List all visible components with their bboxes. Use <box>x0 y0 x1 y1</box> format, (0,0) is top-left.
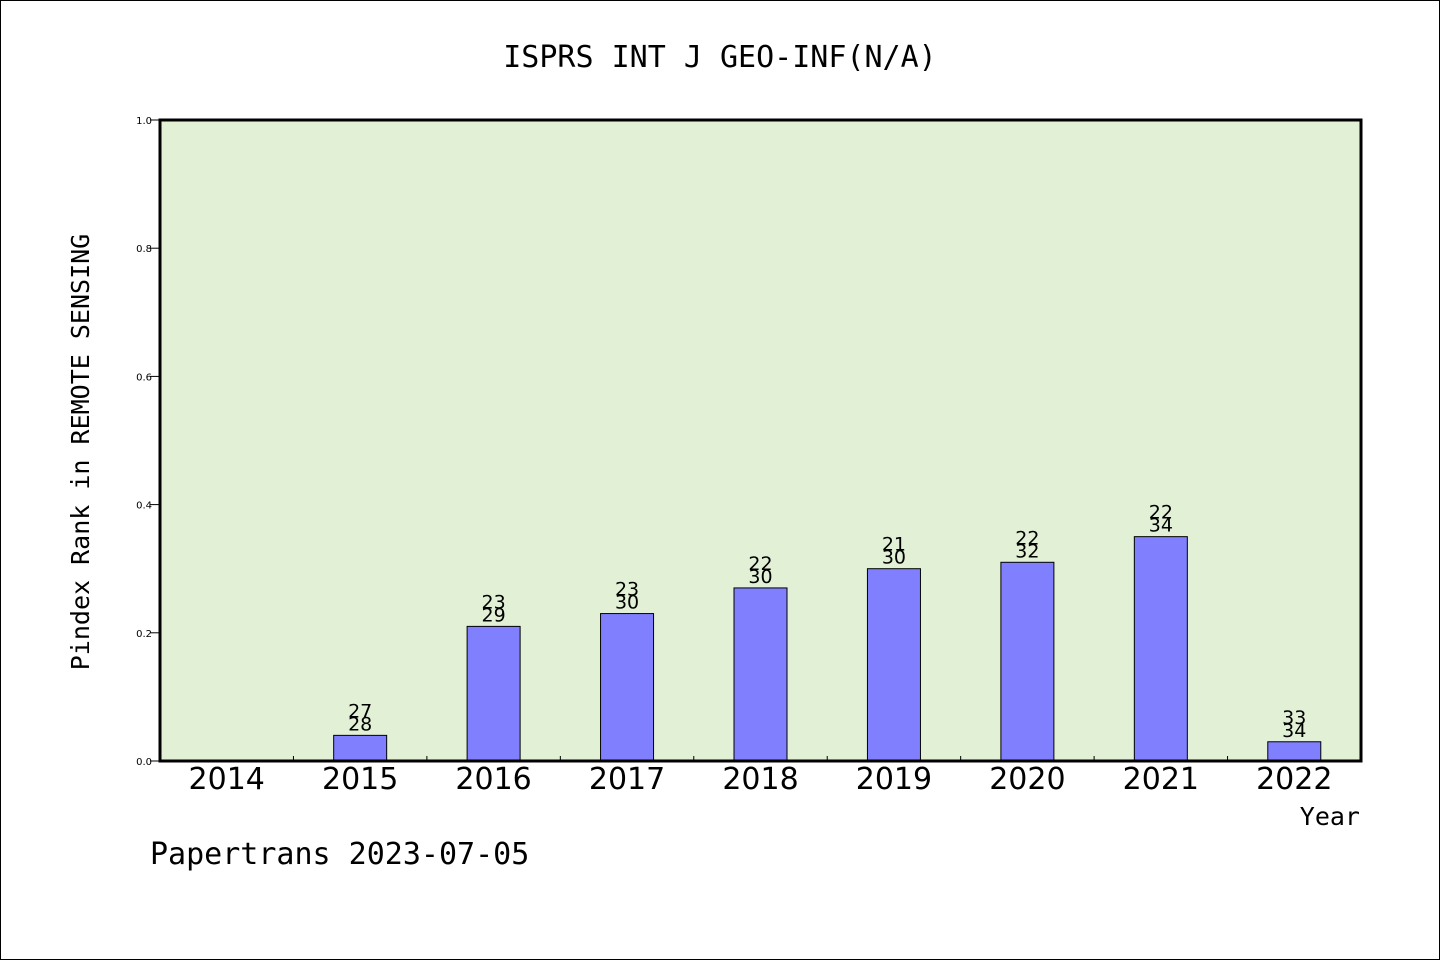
plot-frame <box>158 118 1363 763</box>
y-tick-label: 0.4 <box>136 501 152 512</box>
bar-label-top: 23 <box>615 579 639 601</box>
y-axis-ticks: 0.0 0.2 0.4 0.6 0.8 1.0 <box>136 116 160 768</box>
bar-label-bottom: 32 <box>1015 540 1039 562</box>
x-tick-label: 2020 <box>989 762 1065 797</box>
bar-label-bottom: 34 <box>1282 720 1306 742</box>
x-axis-label: Year <box>1300 802 1360 831</box>
bar-label-top: 22 <box>748 553 772 575</box>
bar-label-bottom: 28 <box>348 713 372 735</box>
bar-2022 <box>1267 741 1322 762</box>
bar-label-top: 22 <box>1015 527 1039 549</box>
bar-2021 <box>1133 536 1188 762</box>
x-axis-ticks: 2014 2015 2016 2017 2018 2019 2020 2021 2022 <box>189 756 1332 797</box>
bar-label-top: 27 <box>348 700 372 722</box>
x-tick-label: 2016 <box>455 762 531 797</box>
x-tick-label: 2019 <box>856 762 932 797</box>
bar-label-bottom: 29 <box>482 604 506 626</box>
x-tick-label: 2014 <box>189 762 265 797</box>
bar-label-top: 21 <box>882 534 906 556</box>
y-tick-label: 0.8 <box>136 244 152 255</box>
x-tick-label: 2022 <box>1256 762 1332 797</box>
y-tick-label: 0.0 <box>136 757 152 768</box>
bar-label-bottom: 30 <box>748 566 772 588</box>
bar-2018 <box>733 587 788 762</box>
bar-2015 <box>333 734 388 762</box>
y-axis-label: Pindex Rank in REMOTE SENSING <box>66 234 95 671</box>
chart-title: ISPRS INT J GEO-INF(N/A) <box>503 40 936 75</box>
y-tick-label: 0.2 <box>136 629 152 640</box>
y-tick-label: 1.0 <box>136 116 152 127</box>
bar-2016 <box>466 625 521 762</box>
bar-2020 <box>1000 561 1055 762</box>
bar-series <box>333 536 1322 762</box>
bar-2019 <box>866 568 921 762</box>
x-tick-label: 2015 <box>322 762 398 797</box>
bar-2017 <box>600 613 655 762</box>
bar-label-top: 22 <box>1149 502 1173 524</box>
bar-label-bottom: 30 <box>882 547 906 569</box>
y-tick-label: 0.6 <box>136 372 152 383</box>
x-tick-label: 2021 <box>1123 762 1199 797</box>
footer-credit: Papertrans 2023-07-05 <box>150 837 529 872</box>
bar-label-bottom: 30 <box>615 592 639 614</box>
bar-label-bottom: 34 <box>1149 515 1173 537</box>
bar-label-top: 33 <box>1282 707 1306 729</box>
bar-label-top: 23 <box>482 591 506 613</box>
x-tick-label: 2018 <box>722 762 798 797</box>
x-tick-label: 2017 <box>589 762 665 797</box>
